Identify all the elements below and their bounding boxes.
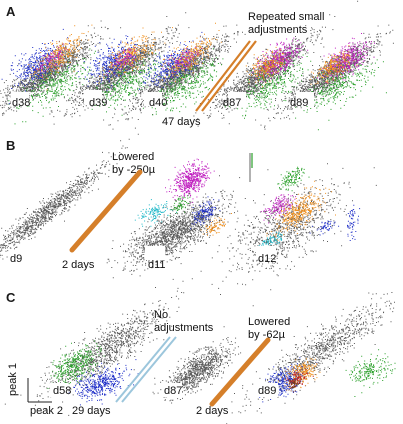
scatter-c-d89-notch: [256, 383, 278, 397]
scatter-a-d87-orange: [245, 46, 291, 88]
scatter-b-d12-notch: [256, 246, 276, 258]
scatter-a-d39-orange: [98, 27, 173, 84]
panel-b-label-d12: d12: [258, 253, 276, 265]
panel-c-note2-line-2: by -62µ: [248, 329, 286, 341]
panel-a-gap-bar-1: [195, 40, 251, 112]
scatter-c-d58-notch: [50, 383, 68, 397]
panel-a-label-d40: d40: [149, 97, 167, 109]
panel-a-note-line-1: Repeated small: [248, 11, 324, 23]
scatter-b-d11-orange: [200, 213, 232, 236]
panel-a-label-d38: d38: [12, 97, 30, 109]
panel-c-label-d87: d87: [164, 385, 182, 397]
panel-c-letter: C: [6, 290, 16, 305]
panel-a: Repeated small adjustments d38 d39 d40 d…: [12, 11, 324, 128]
panel-c-label-d89: d89: [258, 385, 276, 397]
panel-a-label-d39: d39: [89, 97, 107, 109]
scatter-b-d12-magenta: [260, 194, 298, 224]
scatter-a-d87-notch: [228, 92, 246, 106]
scatter-b-d11-green: [169, 193, 191, 217]
panel-b-note-line-1: Lowered: [112, 151, 154, 163]
scatter-b-d9-notch: [20, 244, 38, 258]
scatter-a-d38-gray: [0, 20, 122, 116]
panel-c-gap-bar-2: [209, 337, 271, 407]
scatter-a-d89-notch: [296, 92, 314, 106]
panel-b-label-d9: d9: [10, 253, 22, 265]
scatter-a-d40-blue: [127, 31, 205, 96]
panel-c-label-d58: d58: [53, 385, 71, 397]
panel-b-label-d11: d11: [148, 259, 166, 271]
scatter-c-d89-orange: [278, 358, 321, 389]
scatter-b-d11-magenta: [165, 158, 215, 204]
scatter-b-d12-blue: [347, 204, 361, 241]
panel-b: Lowered by -250µ d9 d11 d12 2 days: [10, 151, 276, 271]
axis-key-x-label: peak 2: [30, 405, 63, 417]
panel-a-label-d89: d89: [290, 97, 308, 109]
scatter-c-d58-gray: [4, 278, 193, 416]
scatter-a-d38-blue: [1, 28, 72, 105]
scatter-c-d58-blue: [63, 359, 139, 406]
scatter-c-d89-brown: [286, 377, 302, 393]
scatter-a-d40-gray: [103, 16, 262, 130]
panel-c-note2-line-1: Lowered: [248, 316, 290, 328]
scatter-b-d12-blue2: [309, 220, 340, 236]
scatter-b-d11-cyan: [134, 199, 177, 227]
scatter-c-d89-gray: [226, 292, 395, 424]
panel-c: No adjustments Lowered by -62µ d58 d87 d…: [7, 309, 290, 417]
scatter-c-d58-green: [47, 340, 105, 392]
panel-b-letter: B: [6, 138, 15, 153]
panel-c-gap-label-2: 2 days: [196, 405, 229, 417]
panel-a-note-line-2: adjustments: [248, 24, 308, 36]
scatter-a-d40-magenta: [162, 46, 203, 78]
panel-c-gap-bar-1b: [121, 336, 177, 403]
panel-c-gap-bar-1a: [115, 336, 171, 403]
panel-b-gap-label: 2 days: [62, 259, 95, 271]
scatter-b-d11-blue: [190, 196, 221, 230]
scatter-b-d11-notch: [145, 246, 165, 260]
panel-a-gap-label: 47 days: [162, 116, 201, 128]
scatter-a-d89-orange: [309, 45, 358, 85]
scatter-b-d12-gray: [200, 163, 377, 307]
scatter-b-d12-cyan: [256, 231, 283, 251]
scatter-a-d87-green: [223, 51, 312, 119]
scatter-a-d39-blue: [77, 35, 142, 93]
axis-key-y-label: peak 1: [7, 363, 19, 396]
panel-a-label-d87: d87: [223, 97, 241, 109]
panel-b-note-line-2: by -250µ: [112, 164, 156, 176]
scatter-c-d87-gray: [152, 320, 259, 404]
scatter-a-d87-magenta: [252, 37, 309, 85]
panel-a-letter: A: [6, 4, 16, 19]
scatter-a-d38-notch: [11, 92, 29, 106]
panel-c-note1-line-1: No: [154, 309, 168, 321]
scatter-c-d89-green: [345, 349, 396, 397]
panel-a-gap-bar-2: [201, 40, 257, 112]
scatter-a-d40-notch: [144, 92, 162, 106]
scatter-a-d38-orange: [28, 24, 93, 91]
scatter-b-d12-green: [277, 166, 310, 192]
panel-c-note1-line-2: adjustments: [154, 322, 214, 334]
panel-b-gap-bar: [69, 169, 143, 253]
panel-c-gap-label-1: 29 days: [72, 405, 111, 417]
scatter-c-d89-red: [285, 369, 314, 389]
scatter-c-d87-notch: [162, 383, 182, 397]
scatter-a-d39-notch: [84, 90, 102, 104]
